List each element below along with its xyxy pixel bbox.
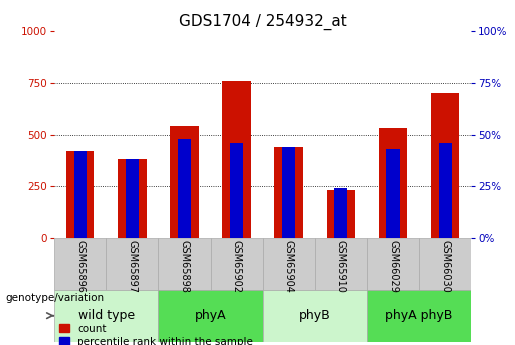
Bar [386,149,400,238]
Text: genotype/variation: genotype/variation [5,294,104,303]
Text: phyA: phyA [195,309,226,322]
Text: GSM65897: GSM65897 [127,240,138,293]
Bar [126,159,139,238]
Bar [315,238,367,290]
Bar [222,81,251,238]
Bar [178,139,191,238]
Bar [327,190,355,238]
Bar [211,238,263,290]
Bar [118,159,147,238]
Bar [379,128,407,238]
Bar [367,238,419,290]
Text: GSM65902: GSM65902 [232,240,242,293]
Bar [419,238,471,290]
Bar [74,151,87,238]
Bar [66,151,94,238]
Text: GSM65904: GSM65904 [284,240,294,293]
Text: phyB: phyB [299,309,331,322]
Bar [170,126,199,238]
Bar [282,147,295,238]
Text: wild type: wild type [78,309,135,322]
Bar [159,290,263,342]
Text: GSM66030: GSM66030 [440,240,450,292]
Text: GSM66029: GSM66029 [388,240,398,293]
Title: GDS1704 / 254932_at: GDS1704 / 254932_at [179,13,347,30]
Bar [159,238,211,290]
Text: phyA phyB: phyA phyB [385,309,453,322]
Bar [334,188,348,238]
Bar [230,143,243,238]
Bar [431,93,459,238]
Bar [54,238,106,290]
Text: GSM65896: GSM65896 [75,240,85,293]
Legend: count, percentile rank within the sample: count, percentile rank within the sample [59,324,253,345]
Bar [274,147,303,238]
Bar [367,290,471,342]
Text: GSM65910: GSM65910 [336,240,346,293]
Bar [263,290,367,342]
Bar [263,238,315,290]
Bar [439,143,452,238]
Bar [54,290,159,342]
Text: GSM65898: GSM65898 [179,240,190,293]
Bar [106,238,159,290]
